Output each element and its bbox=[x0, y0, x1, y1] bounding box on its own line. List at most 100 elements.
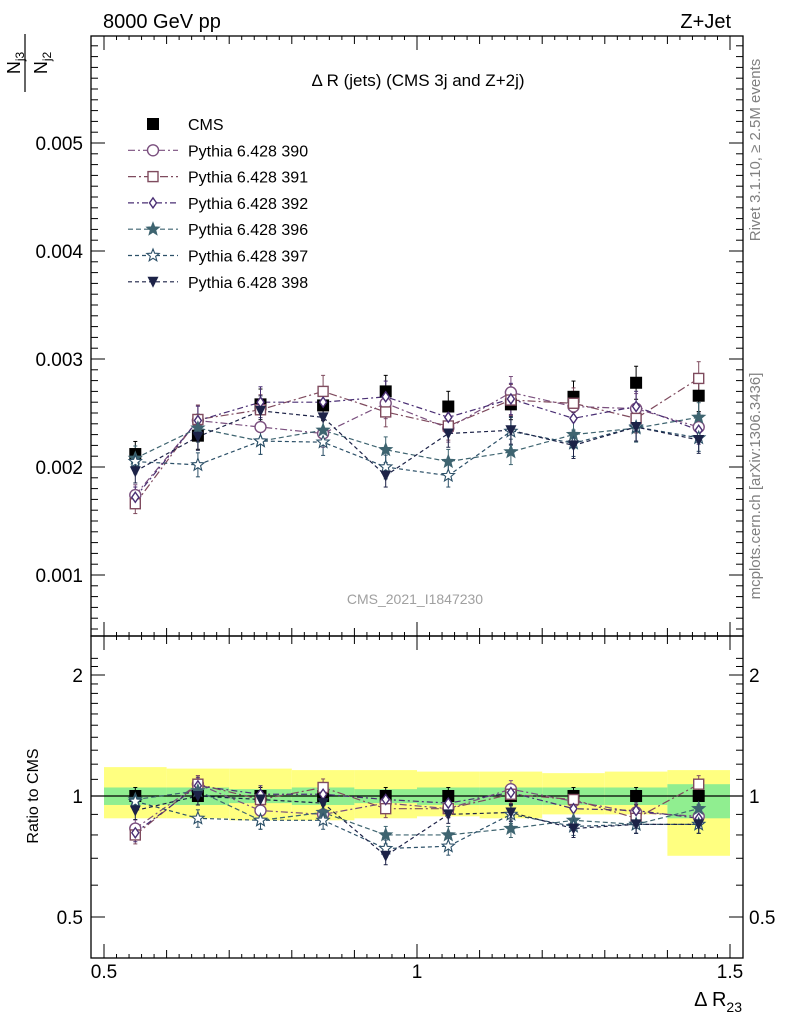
legend-marker-s392 bbox=[148, 196, 158, 210]
main-point-s398 bbox=[317, 412, 329, 424]
main-point-s392 bbox=[318, 395, 328, 409]
ratio-point-s392 bbox=[381, 793, 391, 806]
ratio-y-tick-label: 2 bbox=[72, 666, 83, 687]
ratio-point-s396 bbox=[378, 826, 394, 842]
main-point-s397 bbox=[190, 456, 206, 472]
mcplots-label: mcplots.cern.ch [arXiv:1306.3436] bbox=[747, 373, 764, 600]
ratio-y-tick-label-right: 0.5 bbox=[749, 908, 775, 929]
ratio-point-s396 bbox=[440, 826, 456, 842]
ratio-point-s398 bbox=[317, 798, 329, 810]
header-right: Z+Jet bbox=[680, 11, 731, 33]
ratio-point-s397 bbox=[440, 838, 456, 853]
ratio-y-tick-label-right: 2 bbox=[749, 666, 760, 687]
ratio-point-s396 bbox=[503, 820, 519, 836]
x-tick-label: 1.5 bbox=[717, 962, 743, 983]
main-point-s398 bbox=[380, 470, 392, 482]
ratio-point-s397 bbox=[190, 810, 206, 825]
main-point-s391 bbox=[380, 406, 392, 418]
y-tick-label: 0.003 bbox=[35, 350, 83, 371]
main-series-line-s392 bbox=[134, 396, 699, 498]
x-tick-label: 1 bbox=[412, 962, 423, 983]
main-point-s391 bbox=[693, 372, 705, 385]
ratio-point-s397 bbox=[315, 812, 331, 827]
x-tick-label: 0.5 bbox=[91, 962, 117, 983]
main-point-s390 bbox=[254, 420, 267, 434]
main-point-CMS bbox=[442, 400, 455, 413]
main-point-s392 bbox=[381, 390, 391, 404]
main-point-s396 bbox=[190, 420, 206, 435]
ratio-y-tick-label-right: 1 bbox=[749, 787, 760, 808]
legend-marker-s398 bbox=[147, 276, 159, 288]
ratio-point-s398 bbox=[505, 807, 517, 819]
main-point-s397 bbox=[378, 458, 394, 474]
main-point-s398 bbox=[192, 431, 204, 443]
ratio-point-s398 bbox=[693, 819, 705, 831]
main-point-s396 bbox=[378, 441, 394, 457]
legend-label-s397: Pythia 6.428 397 bbox=[188, 249, 308, 266]
ratio-y-tick-label: 0.5 bbox=[57, 908, 83, 929]
ratio-point-s392 bbox=[506, 786, 516, 799]
legend-label-CMS: CMS bbox=[188, 117, 224, 134]
ratio-point-s392 bbox=[631, 804, 641, 817]
legend-marker-CMS bbox=[147, 118, 159, 130]
main-point-s398 bbox=[630, 422, 642, 434]
ratio-series-line-s392 bbox=[134, 785, 699, 834]
ratio-point-s391 bbox=[693, 778, 705, 790]
main-point-CMS bbox=[630, 376, 643, 389]
main-point-s396 bbox=[691, 409, 707, 424]
ratio-plot-frame bbox=[90, 635, 744, 959]
legend-marker-s390 bbox=[146, 144, 160, 157]
main-point-s398 bbox=[568, 440, 579, 452]
ratio-series-line-s398 bbox=[135, 795, 699, 857]
chart-title: Δ R (jets) (CMS 3j and Z+2j) bbox=[311, 71, 524, 90]
header-left: 8000 GeV pp bbox=[103, 11, 221, 33]
main-point-CMS bbox=[692, 389, 705, 402]
main-point-s392 bbox=[443, 411, 453, 424]
ratio-series-line-s397 bbox=[135, 800, 699, 850]
rivet-version-label: Rivet 3.1.10, ≥ 2.5M events bbox=[747, 59, 764, 242]
main-point-s396 bbox=[440, 453, 456, 469]
legend-marker-s391 bbox=[147, 170, 159, 183]
main-series-line-s398 bbox=[135, 410, 699, 477]
main-point-s396 bbox=[503, 443, 519, 459]
analysis-watermark: CMS_2021_I1847230 bbox=[347, 591, 483, 607]
ratio-point-s392 bbox=[443, 796, 453, 810]
main-series-line-s391 bbox=[134, 377, 700, 505]
legend-label-s398: Pythia 6.428 398 bbox=[188, 275, 308, 292]
ratio-y-axis-label: Ratio to CMS bbox=[25, 748, 42, 843]
main-point-s398 bbox=[505, 425, 517, 437]
main-point-s391 bbox=[567, 397, 580, 409]
y-tick-label: 0.004 bbox=[35, 242, 83, 263]
ratio-point-s398 bbox=[568, 823, 579, 835]
main-point-s397 bbox=[127, 453, 143, 469]
ratio-series-line-s390 bbox=[134, 783, 699, 830]
ratio-point-s398 bbox=[442, 809, 454, 821]
legend-marker-s396 bbox=[145, 221, 161, 236]
legend-label-s392: Pythia 6.428 392 bbox=[188, 196, 308, 213]
ratio-point-s398 bbox=[129, 805, 141, 817]
main-point-s397 bbox=[440, 467, 456, 483]
main-point-s398 bbox=[255, 405, 266, 417]
main-point-s392 bbox=[569, 412, 578, 425]
main-point-s398 bbox=[129, 466, 141, 478]
legend-marker-s397 bbox=[145, 247, 161, 262]
main-point-s392 bbox=[631, 400, 641, 413]
legend-label-s391: Pythia 6.428 391 bbox=[188, 170, 308, 187]
ratio-point-s397 bbox=[252, 812, 269, 827]
main-point-s392 bbox=[506, 392, 516, 406]
ratio-point-s397 bbox=[127, 793, 143, 808]
ratio-point-CMS bbox=[630, 790, 643, 802]
y-tick-label: 0.005 bbox=[35, 134, 83, 155]
y-tick-label: 0.001 bbox=[35, 566, 83, 587]
main-point-s392 bbox=[130, 491, 140, 504]
legend-label-s396: Pythia 6.428 396 bbox=[188, 222, 308, 239]
y-tick-label: 0.002 bbox=[35, 458, 83, 479]
ratio-point-s396 bbox=[691, 800, 707, 816]
ratio-point-CMS bbox=[442, 790, 455, 802]
main-point-s396 bbox=[315, 422, 331, 437]
ratio-point-s398 bbox=[192, 791, 204, 802]
ratio-point-s398 bbox=[255, 794, 266, 806]
ratio-point-CMS bbox=[692, 790, 705, 802]
ratio-point-s392 bbox=[130, 826, 140, 840]
